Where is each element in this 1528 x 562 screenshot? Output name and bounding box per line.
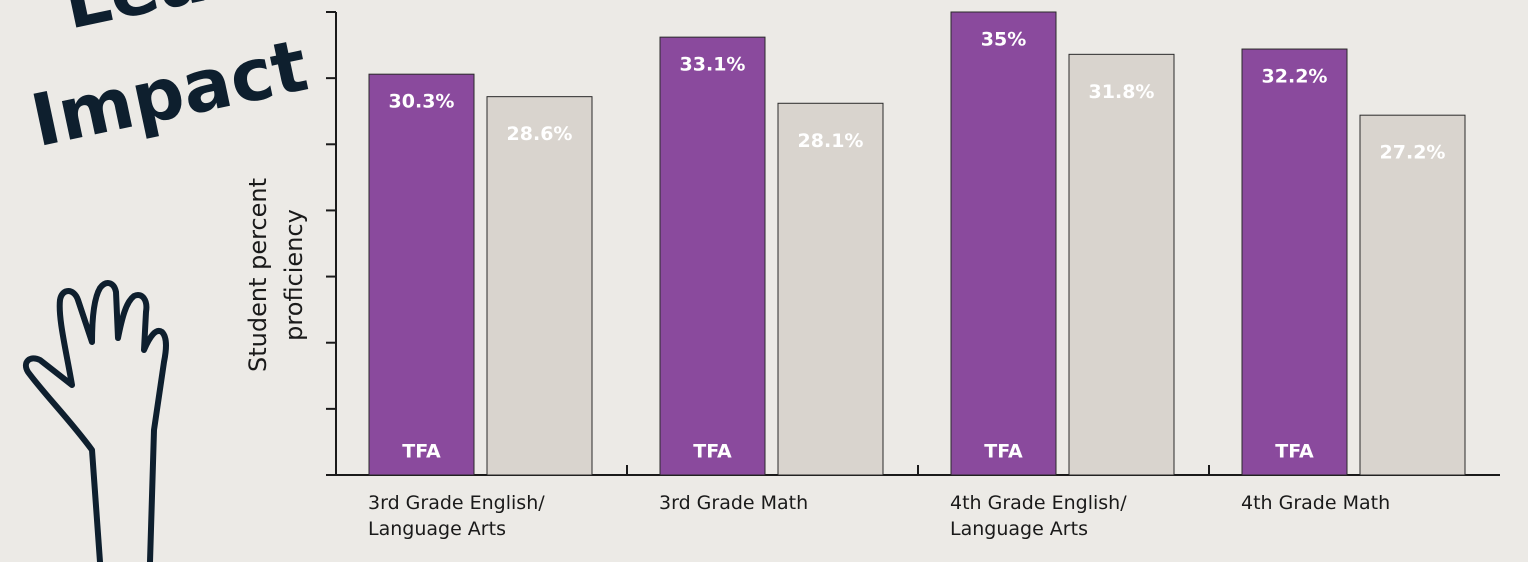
decor-text: Impact: [24, 23, 314, 163]
value-label: 30.3%: [389, 91, 455, 113]
bar: [369, 74, 474, 475]
x-tick-label: 3rd Grade English/ Language Arts: [368, 490, 598, 542]
hand-drawing: [26, 283, 166, 562]
bar: [487, 97, 592, 475]
bar: [660, 37, 765, 475]
bar: [951, 12, 1056, 475]
y-axis-label: proficiency: [280, 209, 308, 341]
series-label: TFA: [402, 441, 441, 463]
series-label: TFA: [693, 441, 732, 463]
value-label: 28.1%: [798, 130, 864, 152]
bar: [1360, 115, 1465, 475]
series-label: TFA: [984, 441, 1023, 463]
x-tick-label: 3rd Grade Math: [659, 490, 889, 516]
value-label: 32.2%: [1262, 66, 1328, 88]
series-label: TFA: [1275, 441, 1314, 463]
value-label: 31.8%: [1089, 81, 1155, 103]
decor-text: Lea: [56, 0, 214, 46]
chart: Lea Impact Student percent proficiency 3…: [0, 0, 1528, 562]
value-label: 27.2%: [1380, 142, 1446, 164]
x-tick-label: 4th Grade Math: [1241, 490, 1471, 516]
y-axis-label: Student percent: [244, 178, 272, 372]
bar: [1069, 54, 1174, 475]
x-tick-label: 4th Grade English/ Language Arts: [950, 490, 1180, 542]
page: Lea Impact Student percent proficiency 3…: [0, 0, 1528, 562]
value-label: 28.6%: [507, 123, 573, 145]
value-label: 35%: [981, 29, 1026, 51]
value-label: 33.1%: [680, 54, 746, 76]
bar: [1242, 49, 1347, 475]
bar: [778, 103, 883, 475]
